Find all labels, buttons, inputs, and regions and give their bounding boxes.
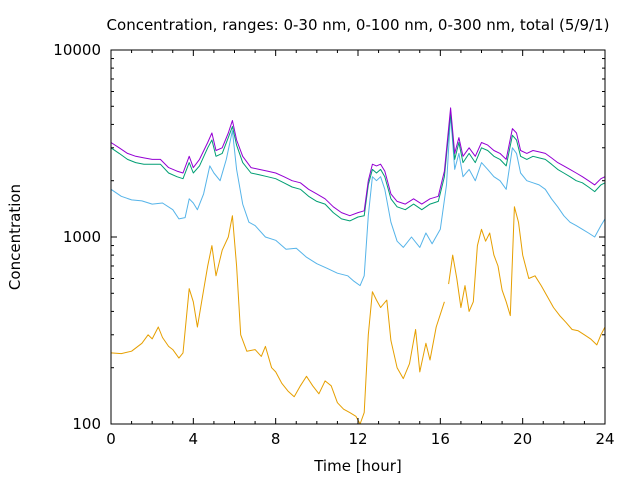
y-tick-label: 100 <box>72 415 101 433</box>
x-tick-label: 16 <box>431 430 450 448</box>
x-tick-label: 12 <box>348 430 367 448</box>
series-line-1 <box>110 114 606 287</box>
y-tick-label: 10000 <box>53 41 101 59</box>
series-line-3 <box>110 107 606 217</box>
series-line-2 <box>110 112 606 222</box>
x-tick-label: 8 <box>271 430 281 448</box>
chart-title: Concentration, ranges: 0-30 nm, 0-100 nm… <box>107 16 610 34</box>
x-tick-label: 20 <box>513 430 532 448</box>
x-axis-label: Time [hour] <box>313 457 402 475</box>
series-layer <box>110 107 606 425</box>
plot-frame <box>110 49 606 425</box>
ticks-layer: 0 4 8 12 16 20 24 100 1000 10000 <box>53 41 614 448</box>
y-tick-label: 1000 <box>63 228 101 246</box>
y-axis-label: Concentration <box>6 184 24 290</box>
x-tick-label: 4 <box>189 430 199 448</box>
series-line-0 <box>110 206 606 425</box>
x-tick-label: 0 <box>106 430 116 448</box>
x-tick-label: 24 <box>595 430 614 448</box>
